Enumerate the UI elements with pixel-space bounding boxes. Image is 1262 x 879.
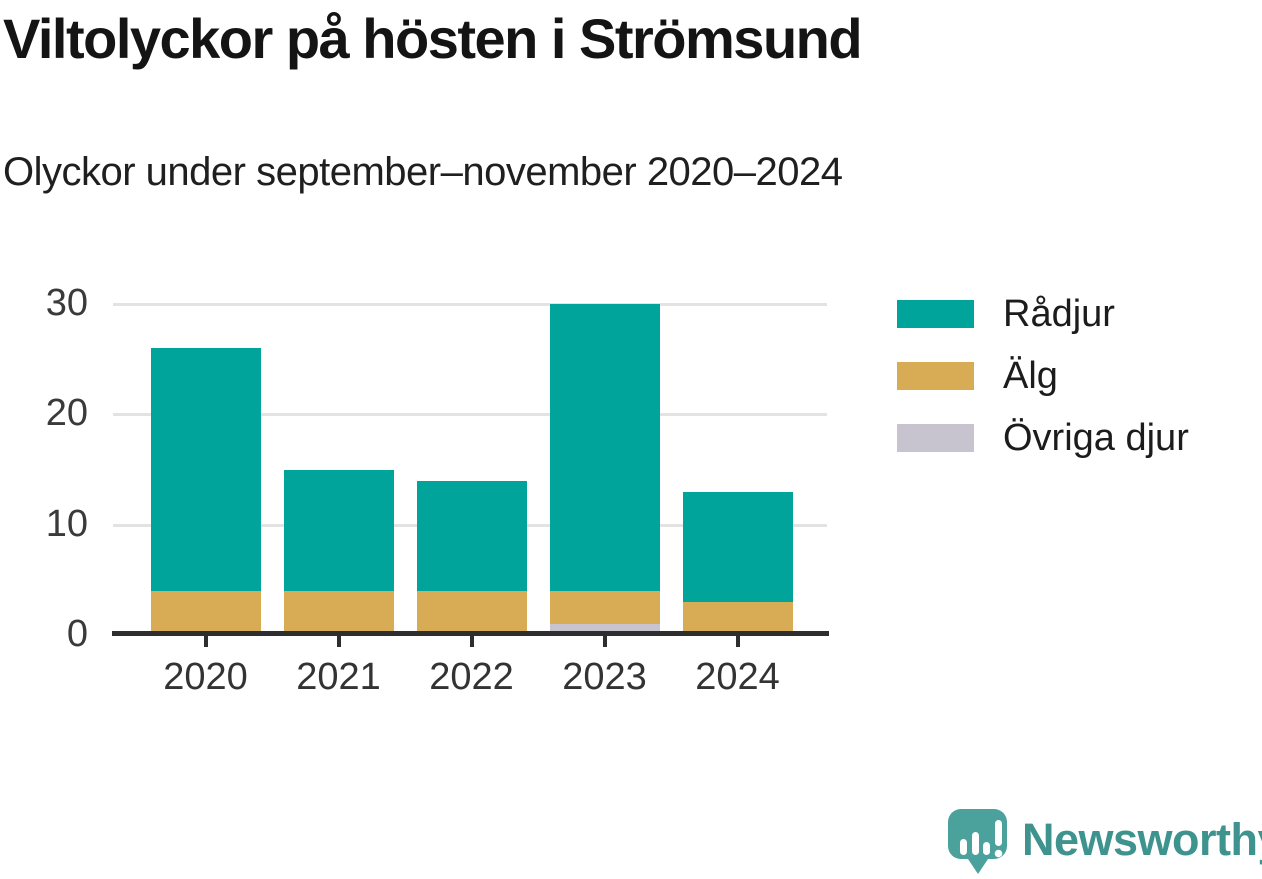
x-axis-tick-2021 xyxy=(336,636,341,647)
chart-subtitle: Olyckor under september–november 2020–20… xyxy=(3,150,843,194)
bar-segment-2024-Älg xyxy=(682,601,793,635)
bar-segment-2021-Rådjur xyxy=(283,469,394,591)
x-axis-label-2022: 2022 xyxy=(429,656,514,698)
bar-segment-2024-Rådjur xyxy=(682,491,793,602)
bar-segment-2023-Rådjur xyxy=(549,304,660,591)
legend-swatch xyxy=(897,362,974,390)
newsworthy-logo-text: Newsworthy xyxy=(1022,813,1262,865)
x-axis-tick-2024 xyxy=(735,636,740,647)
y-axis-tick-label: 30 xyxy=(45,282,88,324)
y-axis-tick-label: 20 xyxy=(45,392,88,435)
legend-swatch xyxy=(897,424,974,452)
y-axis-tick-label: 0 xyxy=(66,613,88,655)
bar-segment-2023-Övriga djur xyxy=(549,623,660,635)
bar-segment-2020-Rådjur xyxy=(150,348,261,591)
legend: Rådjur Älg Övriga djur xyxy=(897,293,1189,486)
legend-label: Rådjur xyxy=(1003,292,1115,335)
bar-segment-2021-Älg xyxy=(283,590,394,635)
x-axis-tick-2020 xyxy=(203,636,208,647)
newsworthy-logo: Newsworthy xyxy=(947,808,1262,875)
legend-item-Övriga djur: Övriga djur xyxy=(897,417,1189,459)
bar-segment-2022-Älg xyxy=(416,590,527,635)
legend-item-Älg: Älg xyxy=(897,355,1189,397)
gridline-y20 xyxy=(113,413,827,417)
legend-label: Övriga djur xyxy=(1003,416,1189,459)
legend-label: Älg xyxy=(1003,354,1058,397)
x-axis-label-2020: 2020 xyxy=(163,656,248,698)
bar-segment-2023-Älg xyxy=(549,590,660,624)
x-axis-label-2024: 2024 xyxy=(695,656,780,698)
chart-title: Viltolyckor på hösten i Strömsund xyxy=(3,7,863,70)
legend-item-Rådjur: Rådjur xyxy=(897,293,1189,335)
gridline-y30 xyxy=(113,303,827,306)
bar-segment-2022-Rådjur xyxy=(416,480,527,591)
x-axis-line xyxy=(112,631,829,636)
legend-swatch xyxy=(897,300,974,328)
x-axis-tick-2023 xyxy=(602,636,607,647)
x-axis-tick-2022 xyxy=(469,636,474,647)
x-axis-label-2021: 2021 xyxy=(296,656,381,698)
x-axis-label-2023: 2023 xyxy=(562,656,647,698)
y-axis-tick-label: 10 xyxy=(45,502,88,545)
bar-segment-2020-Älg xyxy=(150,590,261,635)
newsworthy-chart-bubble-icon xyxy=(948,809,1007,874)
